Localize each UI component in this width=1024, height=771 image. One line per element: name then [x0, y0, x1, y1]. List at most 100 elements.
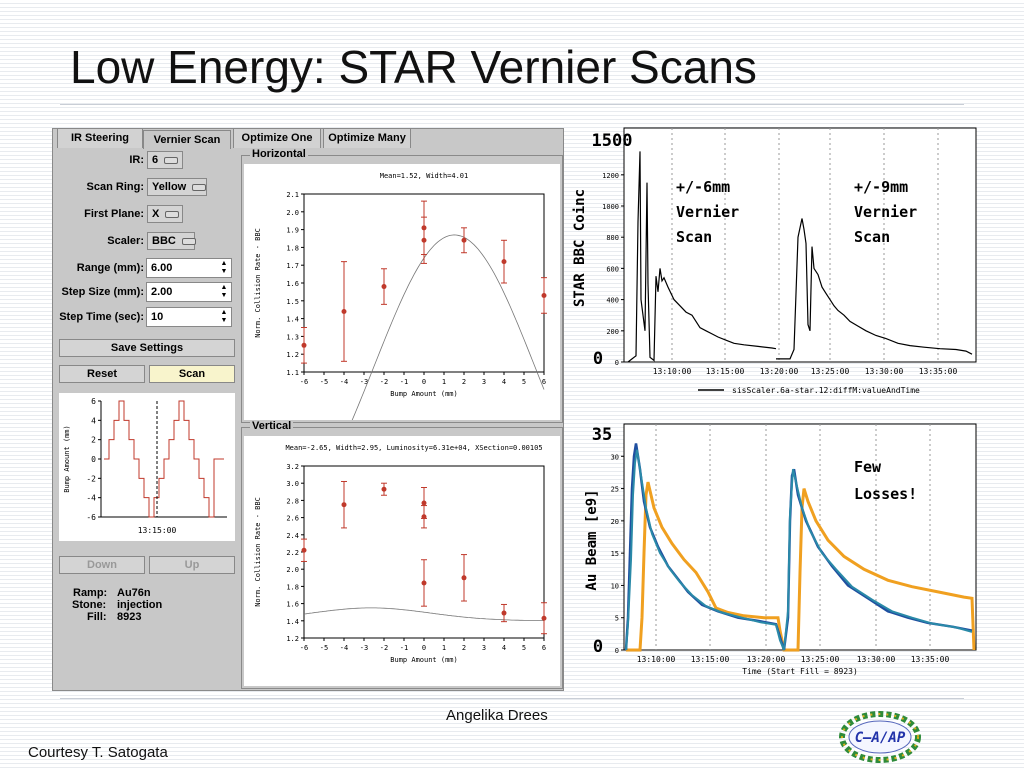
au-beam-plot: 13:10:00 13:15:00 13:20:00 13:25:00 13:30:00… — [568, 416, 980, 684]
bbc-trace — [627, 151, 777, 363]
vernier-scan-panel: IR Steering Vernier Scan Optimize One Op… — [52, 128, 564, 691]
scaler-label: Scaler: — [107, 235, 144, 247]
annotation-text: Scan — [676, 228, 712, 246]
range-input[interactable]: 6.00 ▲ ▼ — [146, 258, 232, 278]
y-tick-label: 1.3 — [286, 333, 299, 341]
y-tick-label: 2.2 — [286, 549, 299, 557]
spin-up-icon[interactable]: ▲ — [220, 260, 228, 267]
y-max-label: 35 — [592, 425, 612, 445]
beam-trace-yellow — [626, 481, 976, 652]
x-tick-label: 13:30:00 — [857, 655, 896, 664]
scan-button[interactable]: Scan — [149, 365, 235, 383]
x-axis-label: Bump Amount (mm) — [390, 656, 457, 664]
annotation-text: Vernier — [854, 203, 917, 221]
ir-select[interactable]: 6 — [147, 151, 183, 169]
y-tick-label: -2 — [86, 474, 96, 483]
y-tick-label: 2.0 — [286, 566, 299, 574]
spin-down-icon[interactable]: ▼ — [220, 292, 228, 299]
fill-value: 8923 — [117, 611, 142, 623]
scan-ring-select[interactable]: Yellow — [147, 178, 207, 196]
x-axis-label: Bump Amount (mm) — [390, 390, 457, 398]
y-tick-label: 2.0 — [286, 209, 299, 217]
ir-value: 6 — [152, 154, 159, 166]
step-time-input[interactable]: 10 ▲ ▼ — [146, 307, 232, 327]
spin-up-icon[interactable]: ▲ — [220, 309, 228, 316]
data-point — [541, 292, 547, 298]
vertical-frame: Vertical Mean=-2.65, Width=2.95, Luminos… — [241, 420, 563, 689]
data-point — [541, 615, 547, 621]
legend-label: sisScaler.6a-star.12:diffM:valueAndTime — [732, 386, 920, 395]
data-point — [461, 237, 467, 243]
x-tick-label: -1 — [400, 644, 408, 652]
down-button[interactable]: Down — [59, 556, 145, 574]
range-value: 6.00 — [151, 262, 173, 274]
y-tick-label: 15 — [611, 550, 619, 558]
x-tick-label: -3 — [360, 378, 368, 386]
scaler-value: BBC — [152, 235, 176, 247]
option-menu-icon — [165, 210, 180, 218]
data-point — [341, 502, 347, 508]
x-tick-label: -4 — [340, 644, 348, 652]
data-point — [421, 237, 427, 243]
y-tick-label: 20 — [611, 518, 619, 526]
spin-up-icon[interactable]: ▲ — [220, 284, 228, 291]
first-plane-label: First Plane: — [84, 208, 144, 220]
step-size-label: Step Size (mm): — [61, 286, 144, 298]
author-name: Angelika Drees — [446, 707, 548, 724]
tab-ir-steering[interactable]: IR Steering — [57, 128, 143, 148]
tab-optimize-many[interactable]: Optimize Many — [323, 128, 411, 148]
x-tick-label: -5 — [320, 378, 328, 386]
up-button[interactable]: Up — [149, 556, 235, 574]
x-tick-label: 13:20:00 — [747, 655, 786, 664]
ir-label: IR: — [129, 154, 144, 166]
footer-rule — [60, 698, 964, 699]
y-min-label: 0 — [593, 637, 603, 657]
x-tick-label: -2 — [380, 644, 388, 652]
x-tick-label: 13:25:00 — [801, 655, 840, 664]
x-tick-label: -1 — [400, 378, 408, 386]
tab-optimize-one[interactable]: Optimize One — [233, 128, 321, 148]
step-time-label: Step Time (sec): — [59, 311, 144, 323]
x-tick-label: -6 — [300, 644, 308, 652]
fill-label: Fill: — [87, 611, 107, 623]
y-tick-label: 400 — [606, 297, 619, 305]
x-tick-label: 13:35:00 — [911, 655, 950, 664]
y-tick-label: 2 — [91, 436, 96, 445]
y-tick-label: 2.8 — [286, 497, 299, 505]
x-tick-label: 2 — [462, 644, 466, 652]
y-tick-label: 4 — [91, 416, 96, 425]
reset-button[interactable]: Reset — [59, 365, 145, 383]
spin-down-icon[interactable]: ▼ — [220, 268, 228, 275]
x-tick-label: 13:25:00 — [811, 367, 850, 376]
x-tick-label: 13:20:00 — [760, 367, 799, 376]
spin-down-icon[interactable]: ▼ — [220, 317, 228, 324]
y-axis-label: Au Beam [e9] — [584, 489, 600, 590]
y-tick-label: 1.6 — [286, 601, 299, 609]
tab-vernier-scan[interactable]: Vernier Scan — [143, 130, 231, 149]
first-plane-select[interactable]: X — [147, 205, 183, 223]
x-tick-label: 13:35:00 — [919, 367, 958, 376]
scaler-select[interactable]: BBC — [147, 232, 196, 250]
y-tick-label: 3.0 — [286, 480, 299, 488]
vertical-plot: Mean=-2.65, Width=2.95, Luminosity=6.31e… — [244, 436, 560, 686]
step-size-input[interactable]: 2.00 ▲ ▼ — [146, 282, 232, 302]
y-tick-label: 1.1 — [286, 369, 299, 377]
y-tick-label: 2.1 — [286, 191, 299, 199]
y-tick-label: 1.7 — [286, 262, 299, 270]
courtesy-note: Courtesy T. Satogata — [28, 744, 168, 761]
y-tick-label: -6 — [86, 513, 96, 522]
y-tick-label: 200 — [606, 328, 619, 336]
data-point — [341, 308, 347, 314]
y-tick-label: 1.8 — [286, 583, 299, 591]
logo-text: C–A/AP — [855, 730, 906, 746]
annotation-text: Scan — [854, 228, 890, 246]
stone-value: injection — [117, 599, 163, 611]
x-tick-label: 13:15:00 — [691, 655, 730, 664]
y-tick-label: 5 — [615, 615, 619, 623]
data-point — [501, 610, 507, 616]
save-settings-button[interactable]: Save Settings — [59, 339, 235, 357]
y-axis-label: Norm. Collision Rate - BBC — [254, 228, 262, 338]
y-tick-label: 1.2 — [286, 635, 299, 643]
x-tick-label: 13:15:00 — [138, 526, 177, 535]
title-rule — [60, 104, 964, 105]
